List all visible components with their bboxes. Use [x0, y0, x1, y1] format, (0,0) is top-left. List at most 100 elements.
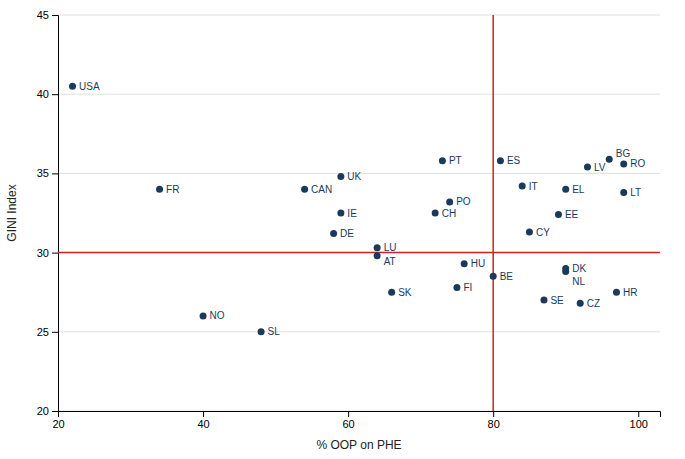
point-label: LV	[594, 162, 606, 173]
x-tick-label: 60	[342, 418, 354, 430]
x-axis: 20 40 60 80 100	[52, 411, 660, 430]
y-axis-line	[52, 16, 59, 412]
y-tick-mark	[52, 411, 58, 412]
y-tick-mark	[52, 332, 58, 333]
point	[388, 289, 395, 296]
point	[301, 186, 308, 193]
point	[374, 252, 381, 259]
x-tick: 60	[342, 411, 354, 430]
point	[490, 273, 497, 280]
point-label: NO	[210, 310, 225, 321]
y-tick: 40	[37, 88, 58, 100]
point	[200, 312, 207, 319]
point-label: NL	[572, 276, 585, 287]
point-label: CZ	[587, 298, 600, 309]
point-label: ES	[507, 155, 521, 166]
point	[584, 164, 591, 171]
point	[337, 173, 344, 180]
y-tick: 20	[37, 405, 58, 417]
point-label: LT	[630, 187, 641, 198]
point	[330, 230, 337, 237]
point-label: SK	[398, 287, 412, 298]
point-label: EL	[572, 184, 585, 195]
y-axis-title: GINI Index	[5, 184, 19, 241]
point	[562, 268, 569, 275]
point-label: SE	[550, 295, 564, 306]
grid-line	[58, 331, 660, 332]
plot-area	[58, 15, 660, 411]
point-label: LU	[384, 242, 397, 253]
reference-line	[492, 15, 494, 411]
x-axis-title: % OOP on PHE	[316, 438, 401, 452]
point	[577, 300, 584, 307]
point-label: PT	[449, 155, 462, 166]
point	[613, 289, 620, 296]
x-tick-label: 40	[197, 418, 209, 430]
y-tick-label: 45	[37, 9, 49, 21]
y-tick-mark	[52, 94, 58, 95]
point-label: IE	[347, 208, 357, 219]
point-label: HR	[623, 287, 637, 298]
point	[606, 156, 613, 163]
y-tick: 35	[37, 167, 58, 179]
point-label: HU	[471, 258, 485, 269]
y-axis: 20 25 30 35 40 45	[37, 9, 59, 417]
point	[337, 210, 344, 217]
point-label: CAN	[311, 184, 332, 195]
point	[374, 244, 381, 251]
y-tick-mark	[52, 253, 58, 254]
x-tick-label: 100	[630, 418, 648, 430]
point-label: FI	[463, 282, 472, 293]
point	[540, 297, 547, 304]
point	[620, 189, 627, 196]
reference-line	[58, 252, 660, 254]
point	[432, 210, 439, 217]
point-label: USA	[79, 81, 100, 92]
point-label: CY	[536, 227, 550, 238]
point-label: RO	[630, 158, 645, 169]
point-label: FR	[166, 184, 179, 195]
x-tick-mark	[348, 411, 349, 417]
y-tick-label: 40	[37, 88, 49, 100]
point	[461, 260, 468, 267]
point	[258, 328, 265, 335]
grid-line	[58, 252, 660, 253]
point-label: DE	[340, 228, 354, 239]
point	[439, 157, 446, 164]
y-tick-label: 25	[37, 326, 49, 338]
point	[519, 183, 526, 190]
y-tick: 45	[37, 9, 58, 21]
y-tick-mark	[52, 15, 58, 16]
x-tick: 40	[197, 411, 209, 430]
y-tick: 30	[37, 247, 58, 259]
x-tick-label: 80	[488, 418, 500, 430]
point	[620, 160, 627, 167]
point-label: DK	[572, 263, 586, 274]
point	[497, 157, 504, 164]
point-label: PO	[456, 196, 471, 207]
point-label: UK	[347, 171, 361, 182]
x-axis-line	[59, 412, 661, 418]
y-tick-label: 20	[37, 405, 49, 417]
point-label: CH	[442, 208, 456, 219]
point-label: SL	[268, 326, 281, 337]
point	[562, 186, 569, 193]
point-label: AT	[384, 256, 396, 267]
x-tick-mark	[638, 411, 639, 417]
y-tick-mark	[52, 173, 58, 174]
grid-line	[58, 94, 660, 95]
point-label: IT	[529, 181, 538, 192]
point-label: BG	[616, 148, 631, 159]
point	[156, 186, 163, 193]
point-label: EE	[565, 209, 579, 220]
point	[555, 211, 562, 218]
x-tick-mark	[203, 411, 204, 417]
y-tick: 25	[37, 326, 58, 338]
point-labels: USA FR NO SL CAN DE IE UK LU AT SK CHPO PT HU FI BE ES IT…	[79, 81, 645, 338]
point	[526, 229, 533, 236]
x-tick: 20	[52, 411, 64, 430]
x-tick: 100	[630, 411, 648, 430]
point-label: BE	[500, 271, 514, 282]
x-tick-label: 20	[52, 418, 64, 430]
point	[453, 284, 460, 291]
